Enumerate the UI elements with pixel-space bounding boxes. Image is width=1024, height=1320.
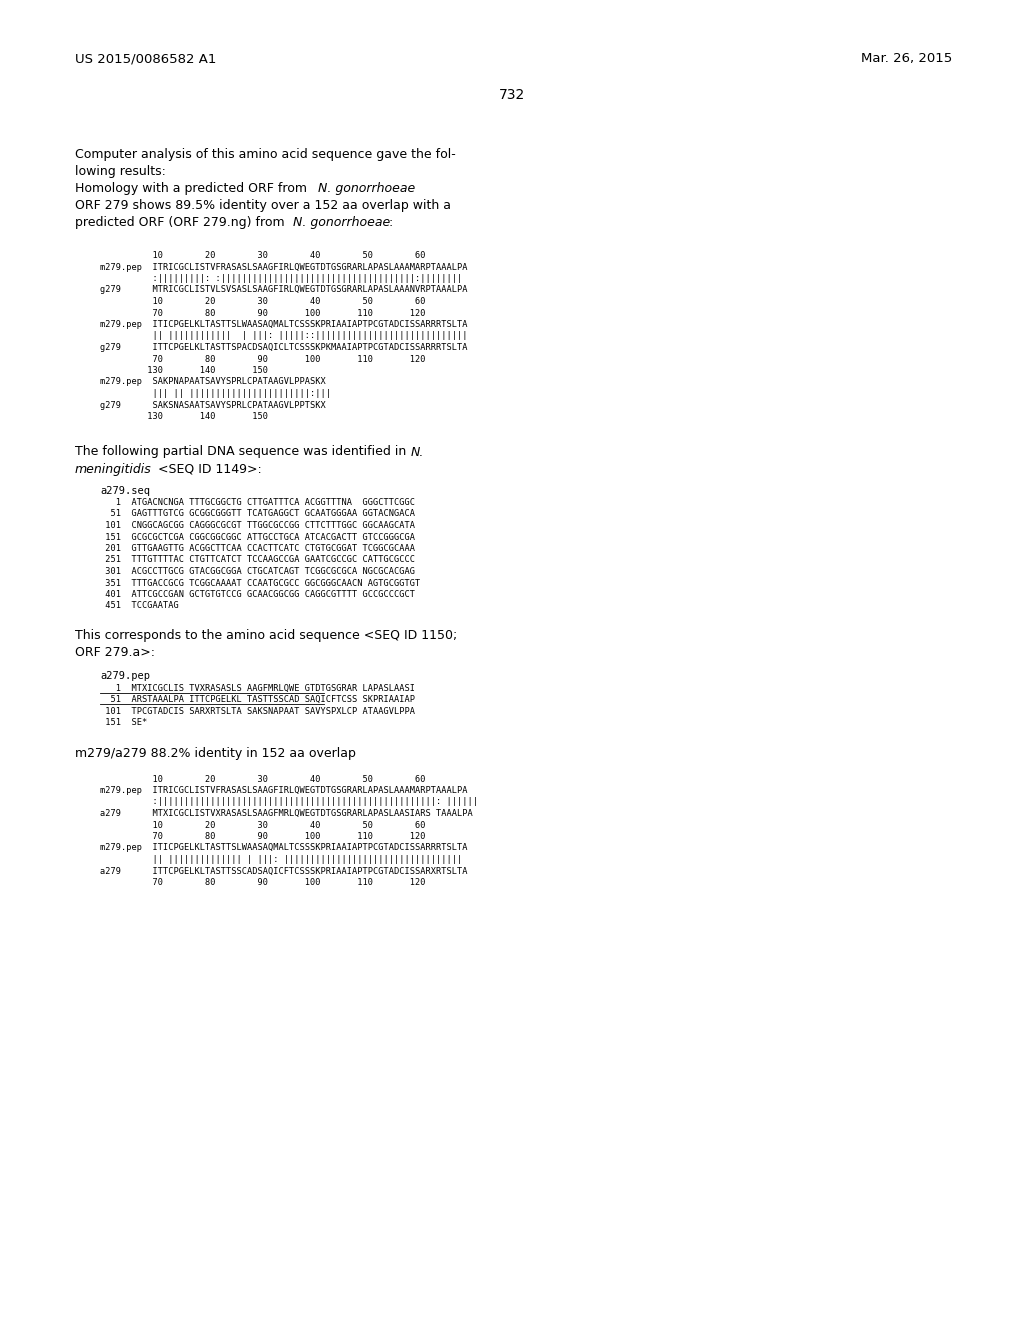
Text: The following partial DNA sequence was identified in: The following partial DNA sequence was i… <box>75 446 411 458</box>
Text: m279.pep  ITRICGCLISTVFRASASLSAAGFIRLQWEGTDTGSGRARLAPASLAAAMARPTAAALPA: m279.pep ITRICGCLISTVFRASASLSAAGFIRLQWEG… <box>100 263 468 272</box>
Text: US 2015/0086582 A1: US 2015/0086582 A1 <box>75 51 216 65</box>
Text: ORF 279 shows 89.5% identity over a 152 aa overlap with a: ORF 279 shows 89.5% identity over a 152 … <box>75 199 451 213</box>
Text: 70        80        90       100       110       120: 70 80 90 100 110 120 <box>100 355 426 363</box>
Text: a279.seq: a279.seq <box>100 486 150 495</box>
Text: 301  ACGCCTTGCG GTACGGCGGA CTGCATCAGT TCGGCGCGCA NGCGCACGAG: 301 ACGCCTTGCG GTACGGCGGA CTGCATCAGT TCG… <box>100 568 415 576</box>
Text: m279.pep  ITRICGCLISTVFRASASLSAAGFIRLQWEGTDTGSGRARLAPASLAAAMARPTAAALPA: m279.pep ITRICGCLISTVFRASASLSAAGFIRLQWEG… <box>100 785 468 795</box>
Text: 151  GCGCGCTCGA CGGCGGCGGC ATTGCCTGCA ATCACGACTT GTCCGGGCGA: 151 GCGCGCTCGA CGGCGGCGGC ATTGCCTGCA ATC… <box>100 532 415 541</box>
Text: a279      ITTCPGELKLTASTTSSCADSAQICFTCSSSKPRIAAIAPTPCGTADCISSARXRTSLTA: a279 ITTCPGELKLTASTTSSCADSAQICFTCSSSKPRI… <box>100 866 468 875</box>
Text: 151  SE*: 151 SE* <box>100 718 147 727</box>
Text: 130       140       150: 130 140 150 <box>100 366 268 375</box>
Text: meningitidis: meningitidis <box>75 462 152 475</box>
Text: lowing results:: lowing results: <box>75 165 166 178</box>
Text: 70        80        90       100       110       120: 70 80 90 100 110 120 <box>100 832 426 841</box>
Text: 70        80        90       100       110       120: 70 80 90 100 110 120 <box>100 309 426 318</box>
Text: ORF 279.a>:: ORF 279.a>: <box>75 645 155 659</box>
Text: 1  ATGACNCNGA TTTGCGGCTG CTTGATTTCA ACGGTTTNA  GGGCTTCGGC: 1 ATGACNCNGA TTTGCGGCTG CTTGATTTCA ACGGT… <box>100 498 415 507</box>
Text: <SEQ ID 1149>:: <SEQ ID 1149>: <box>154 462 262 475</box>
Text: 1  MTXICGCLIS TVXRASASLS AAGFMRLQWE GTDTGSGRAR LAPASLAASI: 1 MTXICGCLIS TVXRASASLS AAGFMRLQWE GTDTG… <box>100 684 415 693</box>
Text: N. gonorrhoeae: N. gonorrhoeae <box>318 182 416 195</box>
Text: :: : <box>388 216 392 228</box>
Text: :|||||||||||||||||||||||||||||||||||||||||||||||||||||: ||||||: :|||||||||||||||||||||||||||||||||||||||… <box>100 797 478 807</box>
Text: m279.pep  SAKPNAPAATSAVYSPRLCPATAAGVLPPASKX: m279.pep SAKPNAPAATSAVYSPRLCPATAAGVLPPAS… <box>100 378 326 387</box>
Text: 101  CNGGCAGCGG CAGGGCGCGT TTGGCGCCGG CTTCTTTGGC GGCAAGCATA: 101 CNGGCAGCGG CAGGGCGCGT TTGGCGCCGG CTT… <box>100 521 415 531</box>
Text: N.: N. <box>411 446 424 458</box>
Text: 51  ARSTAAALPA ITTCPGELKL TASTTSSCAD SAQICFTCSS SKPRIAAIAP: 51 ARSTAAALPA ITTCPGELKL TASTTSSCAD SAQI… <box>100 696 415 704</box>
Text: Computer analysis of this amino acid sequence gave the fol-: Computer analysis of this amino acid seq… <box>75 148 456 161</box>
Text: 51  GAGTTTGTCG GCGGCGGGTT TCATGAGGCT GCAATGGGAA GGTACNGACA: 51 GAGTTTGTCG GCGGCGGGTT TCATGAGGCT GCAA… <box>100 510 415 519</box>
Text: ||| || |||||||||||||||||||||||:|||: ||| || |||||||||||||||||||||||:||| <box>100 389 331 399</box>
Text: m279.pep  ITICPGELKLTASTTSLWAASAQMALTCSSSKPRIAAIAPTPCGTADCISSARRRTSLTA: m279.pep ITICPGELKLTASTTSLWAASAQMALTCSSS… <box>100 319 468 329</box>
Text: :|||||||||: :|||||||||||||||||||||||||||||||||||||:||||||||: :|||||||||: :|||||||||||||||||||||||||||… <box>100 275 462 282</box>
Text: 70        80        90       100       110       120: 70 80 90 100 110 120 <box>100 878 426 887</box>
Text: 351  TTTGACCGCG TCGGCAAAAT CCAATGCGCC GGCGGGCAACN AGTGCGGTGT: 351 TTTGACCGCG TCGGCAAAAT CCAATGCGCC GGC… <box>100 578 420 587</box>
Text: g279      SAKSNASAATSAVYSPRLCPATAAGVLPPTSKX: g279 SAKSNASAATSAVYSPRLCPATAAGVLPPTSKX <box>100 400 326 409</box>
Text: 10        20        30        40        50        60: 10 20 30 40 50 60 <box>100 775 426 784</box>
Text: 10        20        30        40        50        60: 10 20 30 40 50 60 <box>100 821 426 829</box>
Text: predicted ORF (ORF 279.ng) from: predicted ORF (ORF 279.ng) from <box>75 216 289 228</box>
Text: 451  TCCGAATAG: 451 TCCGAATAG <box>100 602 179 610</box>
Text: || |||||||||||||| | |||: ||||||||||||||||||||||||||||||||||: || |||||||||||||| | |||: |||||||||||||||… <box>100 855 462 865</box>
Text: 10        20        30        40        50        60: 10 20 30 40 50 60 <box>100 297 426 306</box>
Text: 101  TPCGTADCIS SARXRTSLTA SAKSNAPAAT SAVYSPXLCP ATAAGVLPPA: 101 TPCGTADCIS SARXRTSLTA SAKSNAPAAT SAV… <box>100 706 415 715</box>
Text: This corresponds to the amino acid sequence <SEQ ID 1150;: This corresponds to the amino acid seque… <box>75 630 458 642</box>
Text: a279      MTXICGCLISTVXRASASLSAAGFMRLQWEGTDTGSGRARLAPASLAASIARS TAAALPA: a279 MTXICGCLISTVXRASASLSAAGFMRLQWEGTDTG… <box>100 809 473 818</box>
Text: N. gonorrhoeae: N. gonorrhoeae <box>293 216 390 228</box>
Text: Mar. 26, 2015: Mar. 26, 2015 <box>861 51 952 65</box>
Text: 201  GTTGAAGTTG ACGGCTTCAA CCACTTCATC CTGTGCGGAT TCGGCGCAAA: 201 GTTGAAGTTG ACGGCTTCAA CCACTTCATC CTG… <box>100 544 415 553</box>
Text: a279.pep: a279.pep <box>100 671 150 681</box>
Text: g279      ITTCPGELKLTASTTSPACDSAQICLTCSSSKPKMAAIAPTPCGTADCISSARRRTSLTA: g279 ITTCPGELKLTASTTSPACDSAQICLTCSSSKPKM… <box>100 343 468 352</box>
Text: 130       140       150: 130 140 150 <box>100 412 268 421</box>
Text: 251  TTTGTTTTAC CTGTTCATCT TCCAAGCCGA GAATCGCCGC CATTGCGCCC: 251 TTTGTTTTAC CTGTTCATCT TCCAAGCCGA GAA… <box>100 556 415 565</box>
Text: 10        20        30        40        50        60: 10 20 30 40 50 60 <box>100 251 426 260</box>
Text: 401  ATTCGCCGAN GCTGTGTCCG GCAACGGCGG CAGGCGTTTT GCCGCCCGCT: 401 ATTCGCCGAN GCTGTGTCCG GCAACGGCGG CAG… <box>100 590 415 599</box>
Text: 732: 732 <box>499 88 525 102</box>
Text: Homology with a predicted ORF from: Homology with a predicted ORF from <box>75 182 311 195</box>
Text: m279/a279 88.2% identity in 152 aa overlap: m279/a279 88.2% identity in 152 aa overl… <box>75 747 356 760</box>
Text: g279      MTRICGCLISTVLSVSASLSAAGFIRLQWEGTDTGSGRARLAPASLAAANVRPTAAALPA: g279 MTRICGCLISTVLSVSASLSAAGFIRLQWEGTDTG… <box>100 285 468 294</box>
Text: || ||||||||||||  | |||: |||||::|||||||||||||||||||||||||||||: || |||||||||||| | |||: |||||::||||||||||… <box>100 331 468 341</box>
Text: m279.pep  ITICPGELKLTASTTSLWAASAQMALTCSSSKPRIAAIAPTPCGTADCISSARRRTSLTA: m279.pep ITICPGELKLTASTTSLWAASAQMALTCSSS… <box>100 843 468 853</box>
